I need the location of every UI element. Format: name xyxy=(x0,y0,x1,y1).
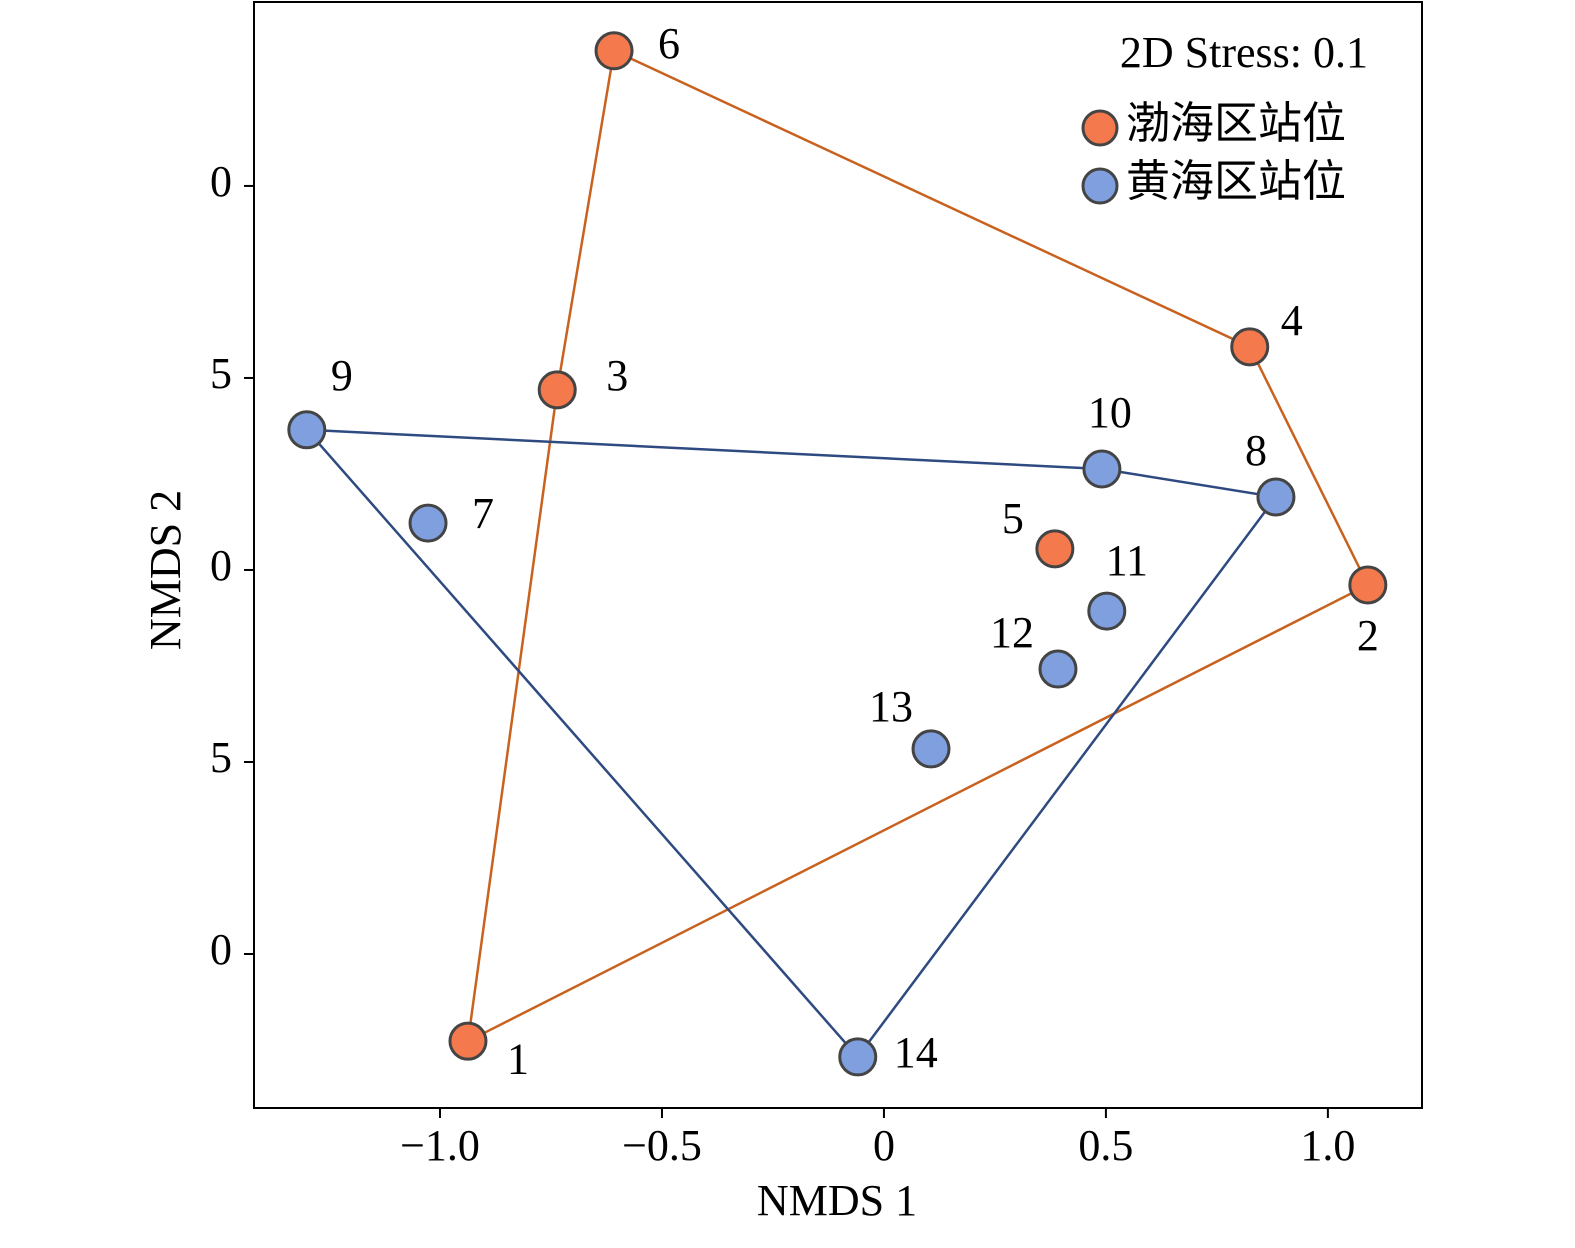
point xyxy=(1256,477,1296,517)
point-label: 5 xyxy=(1002,494,1024,543)
point xyxy=(287,410,327,450)
point-label: 12 xyxy=(990,608,1034,657)
point-label: 13 xyxy=(869,682,913,731)
hull xyxy=(466,48,1370,1043)
legend-marker xyxy=(1081,109,1119,147)
y-tick-label: 0 xyxy=(210,925,232,974)
x-tick-label: 0 xyxy=(873,1121,895,1170)
point-label: 10 xyxy=(1088,388,1132,437)
point xyxy=(911,729,951,769)
point xyxy=(1082,449,1122,489)
point xyxy=(838,1037,878,1077)
y-tick-label: 5 xyxy=(210,349,232,398)
point xyxy=(1038,649,1078,689)
point-label: 14 xyxy=(894,1028,938,1077)
point-label: 6 xyxy=(658,19,680,68)
y-tick-label: 0 xyxy=(210,541,232,590)
y-tick-label: 5 xyxy=(210,733,232,782)
point xyxy=(1348,565,1388,605)
point-label: 3 xyxy=(606,351,628,400)
point-label: 1 xyxy=(507,1034,529,1083)
point xyxy=(1035,529,1075,569)
point-label: 9 xyxy=(331,351,353,400)
hull xyxy=(305,428,1279,1059)
point xyxy=(537,370,577,410)
legend-marker xyxy=(1081,167,1119,205)
y-tick-label: 0 xyxy=(210,157,232,206)
point xyxy=(594,31,634,71)
point xyxy=(448,1021,488,1061)
legend-label: 渤海区站位 xyxy=(1126,99,1346,148)
stress-annotation: 2D Stress: 0.1 xyxy=(1120,28,1368,77)
point-label: 7 xyxy=(472,489,494,538)
point xyxy=(1087,591,1127,631)
point-label: 2 xyxy=(1357,611,1379,660)
x-axis-title: NMDS 1 xyxy=(757,1176,917,1225)
legend-label: 黄海区站位 xyxy=(1126,157,1346,206)
point xyxy=(1230,327,1270,367)
point-label: 11 xyxy=(1106,536,1148,585)
x-tick-label: −1.0 xyxy=(400,1121,480,1170)
point-label: 8 xyxy=(1245,426,1267,475)
plot-frame xyxy=(253,1,1423,1109)
x-tick-label: 1.0 xyxy=(1300,1121,1355,1170)
x-tick-label: −0.5 xyxy=(622,1121,702,1170)
y-axis-title: NMDS 2 xyxy=(141,490,190,650)
x-tick-label: 0.5 xyxy=(1078,1121,1133,1170)
point-label: 4 xyxy=(1281,296,1303,345)
point xyxy=(408,503,448,543)
